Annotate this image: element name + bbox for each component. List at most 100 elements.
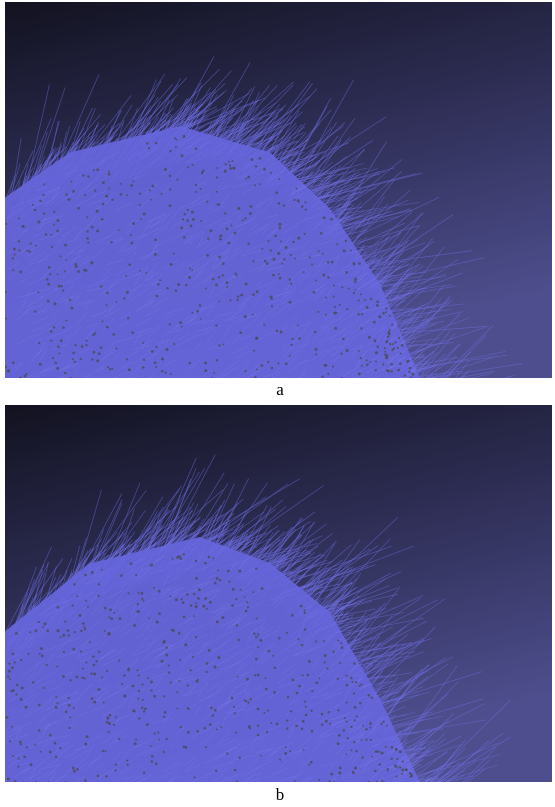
normal-line [102, 377, 115, 385]
point [280, 330, 283, 333]
normal-line [420, 377, 433, 388]
point [217, 656, 220, 659]
normal-line [230, 782, 245, 789]
point [367, 781, 370, 784]
point [354, 289, 356, 291]
point [74, 631, 76, 633]
point [138, 674, 140, 676]
point [73, 361, 75, 363]
point [264, 260, 267, 263]
point [272, 655, 274, 657]
point [267, 784, 270, 787]
point [412, 373, 415, 376]
point [261, 248, 263, 250]
normal-line [418, 783, 435, 791]
point [60, 636, 62, 638]
normal-line [419, 377, 432, 386]
point [219, 235, 221, 237]
point [315, 681, 318, 684]
point [343, 729, 346, 732]
point [151, 755, 154, 758]
point [413, 789, 416, 792]
point [21, 687, 24, 690]
point [209, 723, 212, 726]
point [135, 739, 137, 741]
point [84, 779, 87, 782]
point [62, 675, 65, 678]
point [247, 606, 249, 608]
point [57, 786, 60, 789]
point [393, 347, 396, 350]
point [234, 272, 236, 274]
point [32, 681, 34, 683]
point [297, 324, 299, 326]
point [151, 760, 154, 763]
point [186, 219, 189, 222]
normal-line [432, 788, 450, 797]
point [185, 746, 188, 749]
point [120, 193, 123, 196]
point [207, 237, 209, 239]
point [106, 717, 109, 720]
point [110, 241, 112, 243]
point [74, 344, 76, 346]
point [353, 692, 355, 694]
point [195, 577, 198, 580]
point [215, 283, 218, 286]
point [184, 213, 186, 215]
point [347, 737, 350, 740]
point [56, 629, 59, 632]
point [56, 367, 59, 370]
normal-line [424, 379, 432, 388]
point [287, 696, 289, 698]
point [375, 750, 378, 753]
point [66, 320, 68, 322]
point [388, 333, 391, 336]
point [165, 647, 167, 649]
point [231, 604, 234, 607]
point [86, 735, 89, 738]
point [321, 375, 323, 377]
point [273, 691, 276, 694]
point [93, 169, 95, 171]
point [267, 240, 269, 242]
point [229, 167, 232, 170]
point [10, 782, 12, 784]
point [25, 373, 27, 375]
point [379, 763, 381, 765]
point [362, 725, 364, 727]
point [253, 350, 255, 352]
point [309, 256, 311, 258]
point [66, 259, 68, 261]
point [187, 209, 189, 211]
point [382, 781, 385, 784]
point [360, 684, 362, 686]
point [303, 271, 305, 273]
point [346, 702, 348, 704]
normal-line [427, 388, 447, 400]
point [98, 651, 100, 653]
point [77, 270, 80, 273]
normal-line [421, 382, 429, 388]
point [345, 240, 347, 242]
point [165, 654, 168, 657]
point [54, 362, 57, 365]
point [257, 383, 260, 386]
point [393, 382, 396, 385]
point [350, 677, 353, 680]
point [153, 587, 155, 589]
point [271, 367, 274, 370]
normal-line [424, 378, 467, 397]
point [56, 230, 59, 233]
point [175, 598, 178, 601]
point [72, 358, 74, 360]
normal-line [422, 382, 429, 388]
point [219, 238, 222, 241]
normal-line [431, 795, 451, 798]
point [108, 188, 110, 190]
point [83, 783, 85, 785]
point [169, 595, 171, 597]
point [278, 226, 281, 229]
point [245, 283, 248, 286]
point [62, 634, 65, 637]
